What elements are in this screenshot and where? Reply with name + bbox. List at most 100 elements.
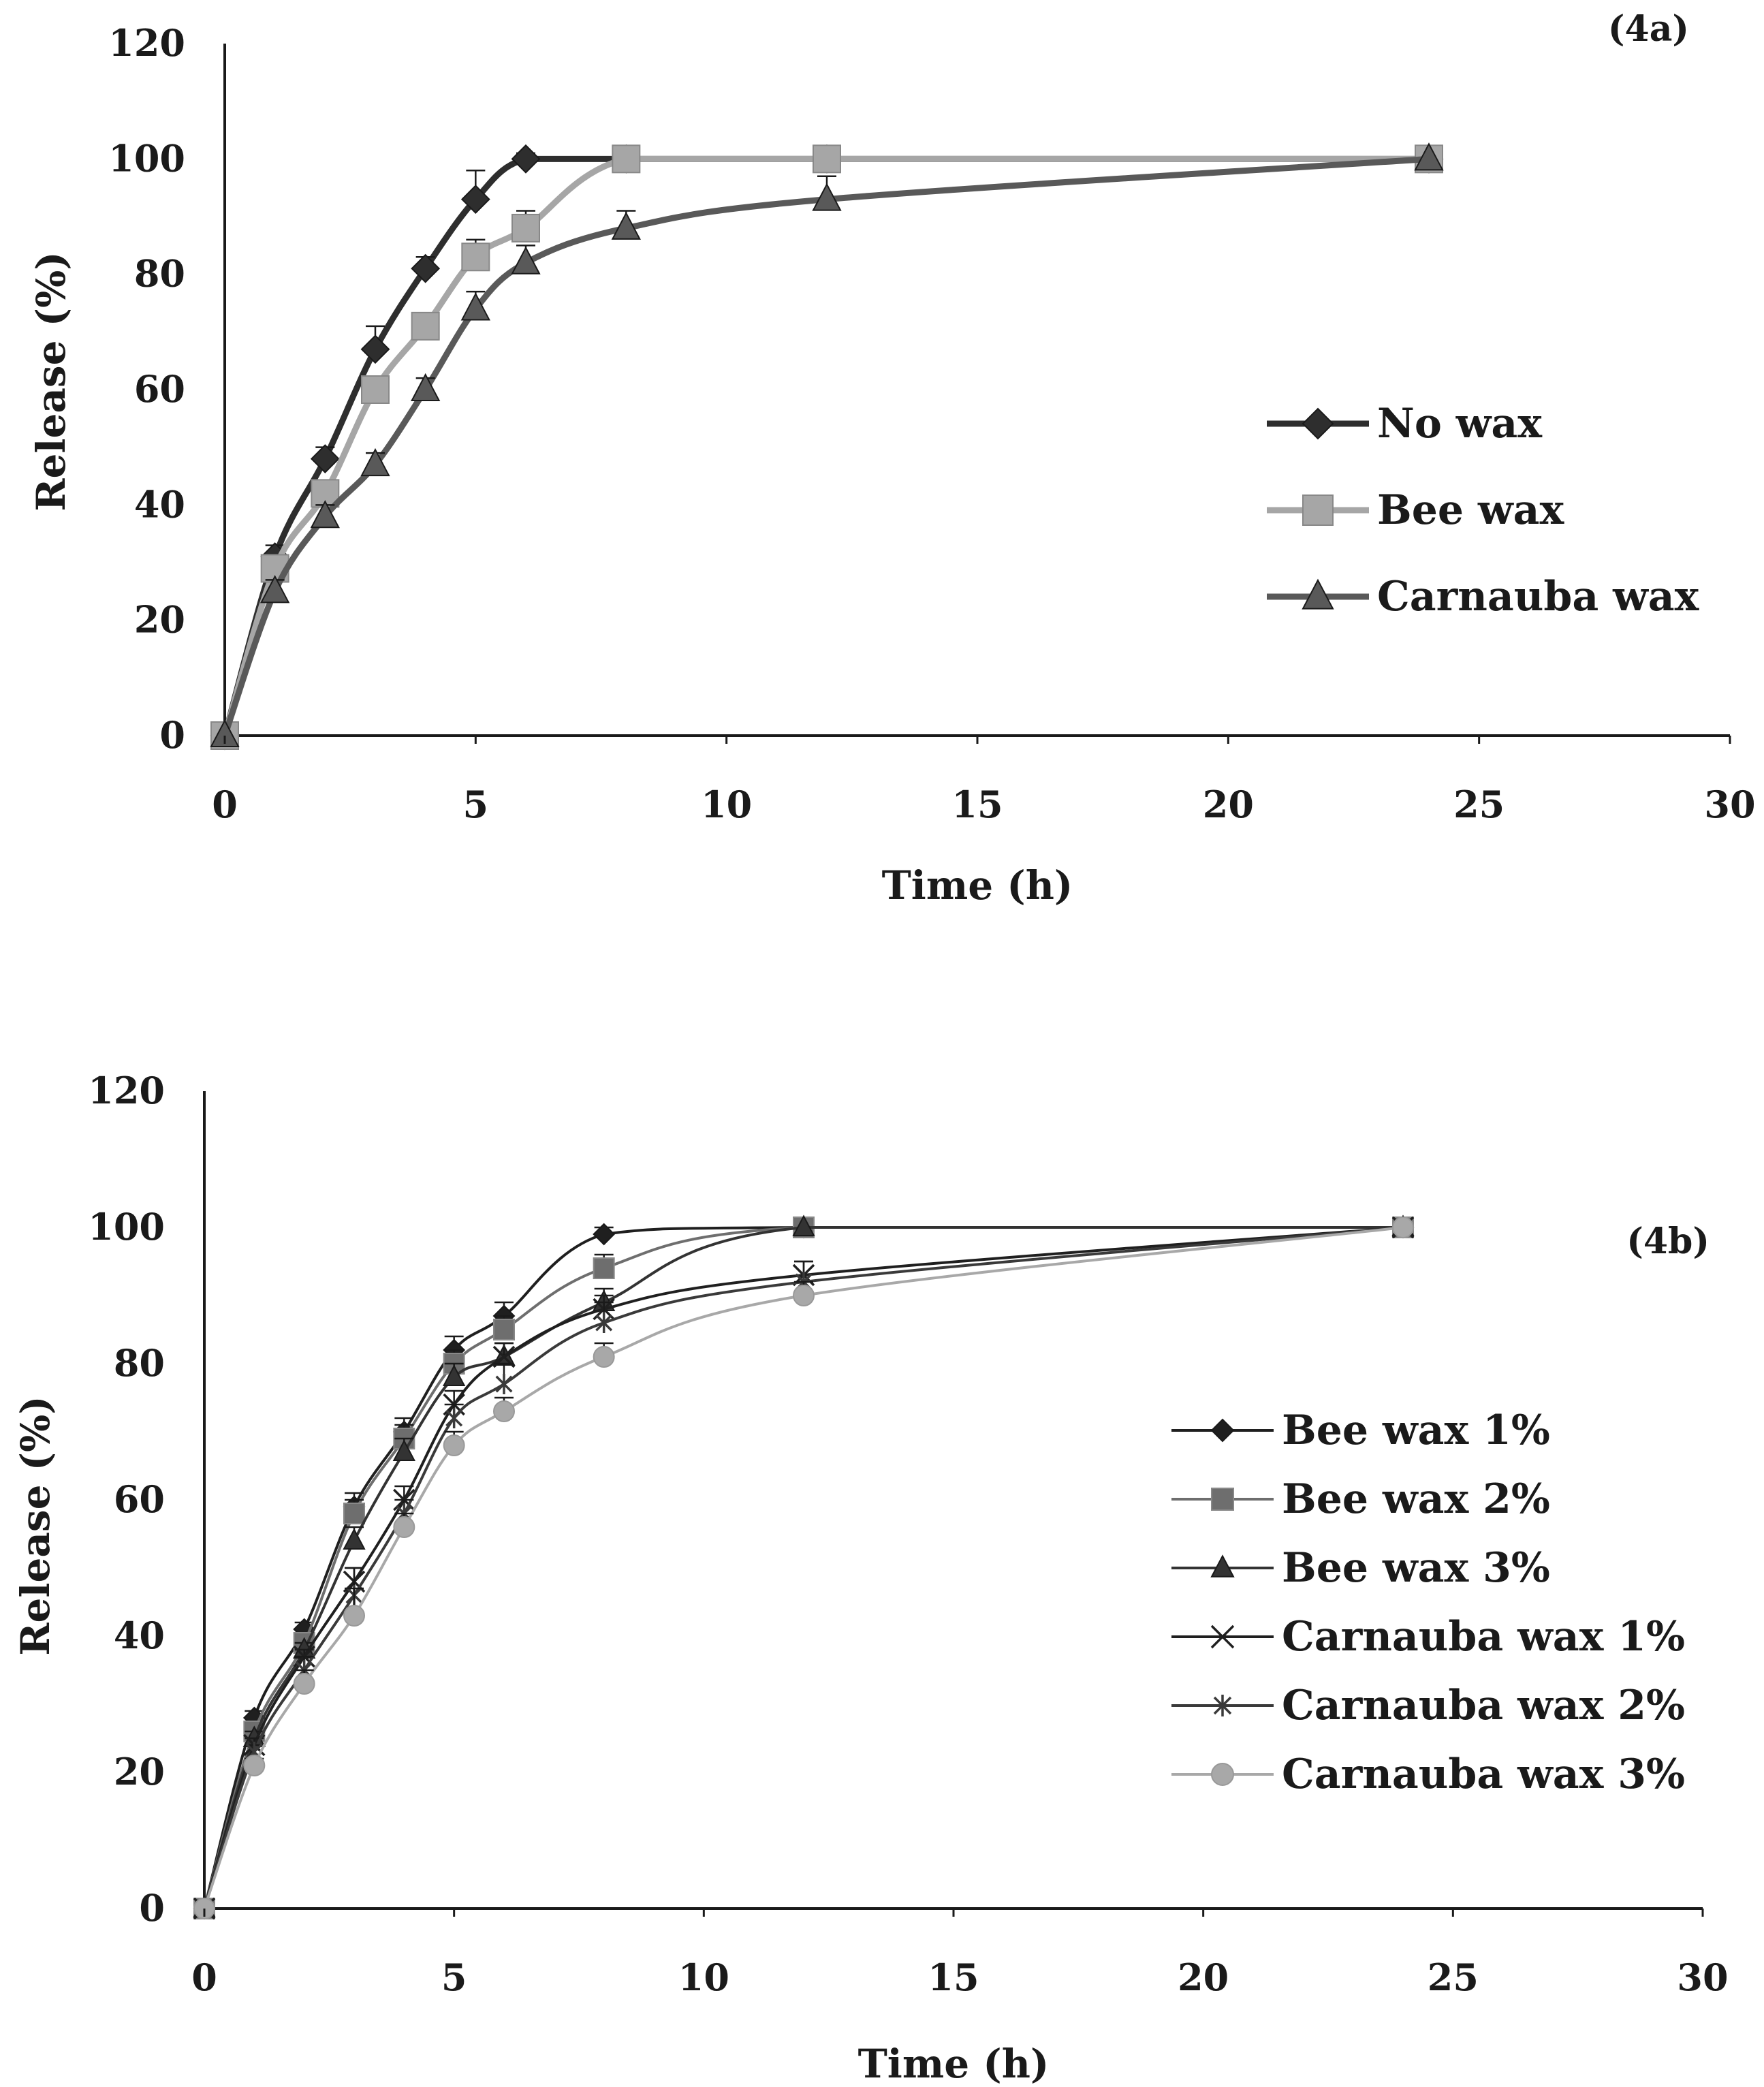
- chart-4a: 0 5 10 15 20 25 30 0 20 40 60 80 100 120 Time (h) Rel…: [0, 0, 1764, 954]
- x-axis-title: Time (h): [882, 862, 1073, 909]
- data-point: [813, 144, 841, 174]
- series-line-carnauba-wax-1pct: [203, 1226, 1404, 1910]
- data-point: [445, 1408, 463, 1428]
- legend-item-carnauba-wax-3pct: Carnauba wax 3%: [1171, 1751, 1685, 1798]
- x-tick-label: 10: [678, 1956, 729, 1999]
- data-point: [1414, 142, 1444, 171]
- axis-lines: [223, 44, 1730, 737]
- y-tick-label: 80: [114, 1341, 165, 1385]
- legend-marker: [1210, 1625, 1235, 1649]
- legend-marker: [1211, 1488, 1234, 1511]
- data-point: [495, 1374, 513, 1394]
- data-point: [411, 311, 440, 341]
- data-point: [360, 334, 390, 364]
- x-tick-label: 25: [1453, 783, 1505, 826]
- chart-4a-svg: 0 5 10 15 20 25 30 0 20 40 60 80 100 120 Time (h) Rel…: [28, 8, 1756, 909]
- legend-label: Carnauba wax 1%: [1282, 1613, 1685, 1661]
- error-bar: [444, 1390, 464, 1405]
- data-point: [392, 1439, 415, 1461]
- data-point: [411, 253, 441, 283]
- series-carnauba-wax: [210, 142, 1444, 747]
- legend-item-carnauba-wax: Carnauba wax: [1267, 573, 1700, 621]
- series-no-wax: [210, 144, 1444, 751]
- y-tick-label: 60: [114, 1477, 165, 1521]
- legend-item-bee-wax-2pct: Bee wax 2%: [1171, 1475, 1550, 1523]
- data-point: [310, 500, 340, 529]
- legend-label: Carnauba wax: [1377, 573, 1700, 621]
- data-point: [361, 375, 390, 404]
- legend: No wax Bee wax Carnauba wax: [1267, 400, 1700, 621]
- data-point: [460, 292, 490, 321]
- legend-marker: [1302, 407, 1334, 440]
- x-tick-label: 15: [928, 1956, 979, 1999]
- series-line-carnauba-wax: [221, 155, 1432, 739]
- y-axis-title: Release (%): [12, 1396, 59, 1655]
- data-point: [260, 575, 290, 603]
- legend-label: Carnauba wax 3%: [1282, 1751, 1685, 1798]
- x-tick-label: 10: [701, 783, 752, 826]
- y-tick-label: 60: [134, 367, 185, 411]
- data-point: [393, 1516, 415, 1538]
- legend-marker: [1211, 1763, 1234, 1786]
- legend-label: Bee wax 2%: [1282, 1475, 1550, 1523]
- legend-item-carnauba-wax-1pct: Carnauba wax 1%: [1171, 1613, 1685, 1661]
- x-tick-label: 20: [1203, 783, 1254, 826]
- data-point: [812, 183, 842, 211]
- data-point: [593, 1223, 616, 1246]
- data-point: [511, 144, 541, 174]
- legend-item-no-wax: No wax: [1267, 400, 1543, 448]
- series-bee-wax-3pct: [193, 1214, 1415, 1917]
- data-point: [511, 213, 540, 242]
- data-point: [343, 1605, 365, 1627]
- series-line-bee-wax: [221, 155, 1432, 739]
- data-point: [443, 1364, 466, 1386]
- y-tick-label: 20: [114, 1750, 165, 1793]
- legend-item-bee-wax-3pct: Bee wax 3%: [1171, 1544, 1550, 1592]
- error-bar: [494, 1342, 514, 1357]
- data-point: [443, 1434, 465, 1456]
- legend-label: Carnauba wax 2%: [1282, 1682, 1685, 1729]
- data-point: [343, 1528, 366, 1550]
- legend-marker: [1210, 1418, 1235, 1443]
- series-carnauba-wax-3pct: [193, 1217, 1414, 1919]
- x-tick-label: 15: [951, 783, 1003, 826]
- y-tick-label: 100: [108, 136, 185, 180]
- x-tick-label: 30: [1704, 783, 1755, 826]
- series-line-no-wax: [221, 155, 1432, 739]
- x-tick-label: 20: [1178, 1956, 1229, 1999]
- legend-item-carnauba-wax-2pct: Carnauba wax 2%: [1171, 1682, 1685, 1729]
- data-point: [343, 1503, 365, 1524]
- x-tick-label: 30: [1677, 1956, 1728, 1999]
- y-tick-label: 120: [108, 21, 185, 65]
- y-tick-label: 40: [134, 482, 185, 526]
- x-tick-label: 5: [463, 783, 489, 826]
- y-tick-label: 20: [134, 598, 185, 642]
- x-tick-label: 25: [1428, 1956, 1479, 1999]
- data-point: [612, 144, 641, 174]
- data-point: [460, 185, 490, 215]
- legend: Bee wax 1% Bee wax 2% Bee wax 3% Carnauba w…: [1171, 1407, 1685, 1798]
- panel-label: (4a): [1608, 8, 1689, 50]
- x-tick-label: 0: [191, 1956, 217, 1999]
- data-point: [793, 1285, 815, 1306]
- legend-item-bee-wax-1pct: Bee wax 1%: [1171, 1407, 1550, 1454]
- y-tick-label: 80: [134, 252, 185, 296]
- legend-marker: [1302, 495, 1334, 526]
- data-point: [243, 1755, 266, 1776]
- legend-label: Bee wax: [1377, 486, 1564, 534]
- x-tick-label: 0: [212, 783, 238, 826]
- series-group: [193, 1214, 1415, 1920]
- x-axis-title: Time (h): [858, 2041, 1050, 2087]
- legend-marker: [1213, 1695, 1232, 1716]
- legend-label: No wax: [1377, 400, 1543, 448]
- data-point: [210, 719, 240, 747]
- error-bar: [394, 1485, 414, 1500]
- data-point: [493, 1319, 515, 1340]
- legend-label: Bee wax 3%: [1282, 1544, 1550, 1592]
- data-point: [593, 1346, 615, 1368]
- tick-labels: 0 5 10 15 20 25 30 0 20 40 60 80 100 120: [108, 21, 1755, 826]
- tick-labels: 0 5 10 15 20 25 30 0 20 40 60 80 100 120: [88, 1069, 1728, 1999]
- panel-label: (4b): [1626, 1221, 1710, 1262]
- data-point: [511, 246, 541, 274]
- y-tick-label: 0: [159, 713, 185, 757]
